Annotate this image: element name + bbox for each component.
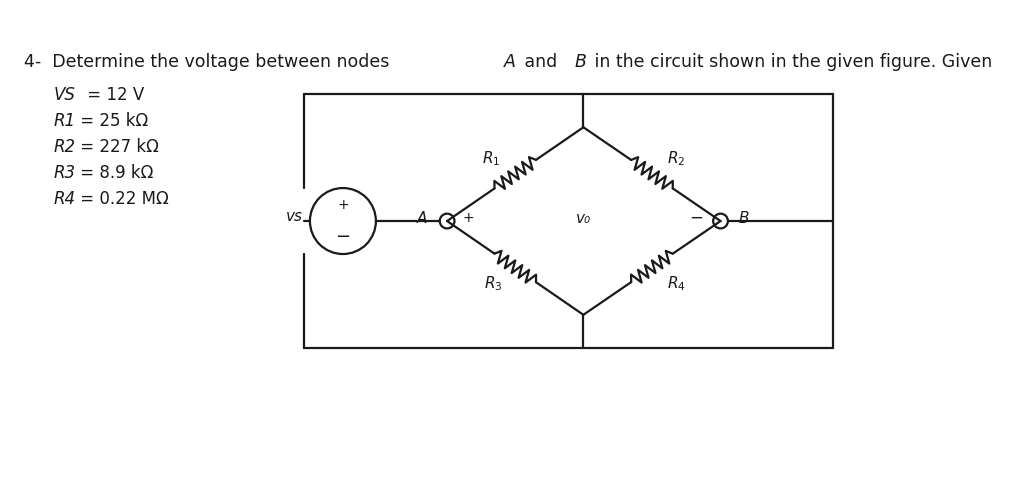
Text: $R_2$: $R_2$ (667, 149, 685, 168)
Text: v₀: v₀ (577, 211, 592, 226)
Text: VS: VS (54, 86, 76, 104)
Text: = 0.22 MΩ: = 0.22 MΩ (75, 190, 168, 208)
Text: R2: R2 (54, 138, 76, 156)
Text: −: − (689, 209, 702, 227)
Text: vs: vs (286, 209, 303, 224)
Text: B: B (574, 53, 587, 71)
Text: $R_3$: $R_3$ (484, 274, 503, 293)
Text: +: + (462, 211, 474, 225)
Text: +: + (337, 198, 349, 212)
Text: in the circuit shown in the given figure. Given: in the circuit shown in the given figure… (590, 53, 992, 71)
Circle shape (439, 214, 455, 228)
Text: and: and (519, 53, 562, 71)
Text: B: B (738, 211, 749, 226)
Text: = 12 V: = 12 V (82, 86, 143, 104)
Text: = 227 kΩ: = 227 kΩ (75, 138, 159, 156)
Text: R3: R3 (54, 164, 76, 182)
Text: 4-  Determine the voltage between nodes: 4- Determine the voltage between nodes (25, 53, 395, 71)
Circle shape (713, 214, 728, 228)
Text: $R_1$: $R_1$ (481, 149, 500, 168)
Text: R1: R1 (54, 112, 76, 130)
Text: A: A (504, 53, 515, 71)
Text: $R_4$: $R_4$ (667, 274, 686, 293)
Text: A: A (417, 211, 428, 226)
Text: −: − (335, 228, 350, 246)
Text: = 25 kΩ: = 25 kΩ (75, 112, 147, 130)
Text: = 8.9 kΩ: = 8.9 kΩ (75, 164, 153, 182)
Text: R4: R4 (54, 190, 76, 208)
